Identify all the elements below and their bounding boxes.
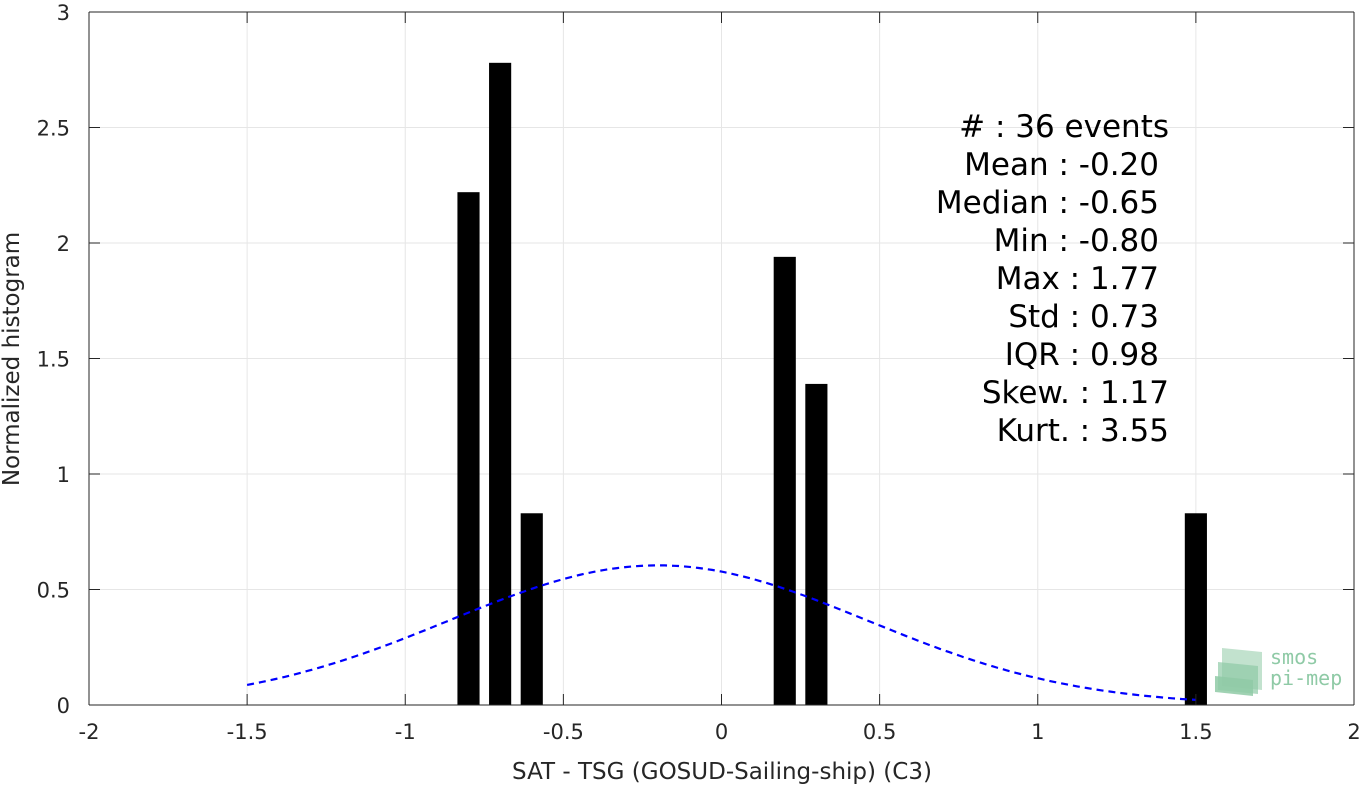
x-tick-label: -0.5 (543, 720, 584, 744)
stat-kurt: Kurt. : 3.55 (997, 413, 1169, 449)
stat-std: Std : 0.73 (1008, 299, 1159, 335)
logo-wave-icon (1215, 648, 1262, 696)
stat-iqr: IQR : 0.98 (1005, 337, 1159, 373)
axes (88, 11, 1355, 706)
histogram-bar (1184, 513, 1207, 705)
logo-text-smos: smos (1270, 645, 1318, 669)
x-tick-label: 0 (715, 720, 728, 744)
y-tick-label: 1 (57, 463, 70, 487)
y-tick-label: 2 (57, 232, 70, 256)
y-tick-label: 2.5 (37, 117, 70, 141)
y-tick-label: 0 (57, 694, 70, 718)
y-tick-label: 1.5 (37, 348, 70, 372)
x-tick-label: 1.5 (1179, 720, 1212, 744)
stat-max: Max : 1.77 (996, 261, 1159, 297)
x-tick-label: 1 (1031, 720, 1044, 744)
tick-labels: -2 -1.5 -1 -0.5 0 0.5 1 1.5 2 0 0.5 1 1.5 2 2.5 3 (37, 1, 1361, 744)
fit-curve-layer (246, 564, 1196, 701)
histogram-bar (520, 513, 543, 705)
x-tick-label: -1 (395, 720, 416, 744)
y-tick-label: 0.5 (37, 579, 70, 603)
stat-events: # : 36 events (959, 109, 1169, 145)
histogram-bar (805, 383, 828, 705)
stat-median: Median : -0.65 (936, 185, 1159, 221)
y-axis-label: Normalized histogram (0, 232, 25, 486)
x-tick-label: 0.5 (863, 720, 896, 744)
stat-min: Min : -0.80 (994, 223, 1159, 259)
bars (457, 62, 1207, 705)
x-tick-label: -2 (79, 720, 100, 744)
x-tick-label: 2 (1347, 720, 1360, 744)
y-tick-label: 3 (57, 1, 70, 25)
stat-skew: Skew. : 1.17 (982, 375, 1169, 411)
histogram-bar (457, 192, 480, 705)
statistics-box: # : 36 events Mean : -0.20 Median : -0.6… (936, 109, 1169, 449)
histogram-bar (773, 256, 796, 705)
normal-fit-curve (246, 564, 1196, 701)
x-tick-label: -1.5 (227, 720, 268, 744)
smos-pimep-logo: smos pi-mep (1215, 645, 1342, 696)
histogram-bar (489, 62, 512, 705)
stat-mean: Mean : -0.20 (964, 147, 1159, 183)
x-axis-label: SAT - TSG (GOSUD-Sailing-ship) (C3) (512, 759, 932, 785)
logo-text-pimep: pi-mep (1270, 666, 1342, 690)
